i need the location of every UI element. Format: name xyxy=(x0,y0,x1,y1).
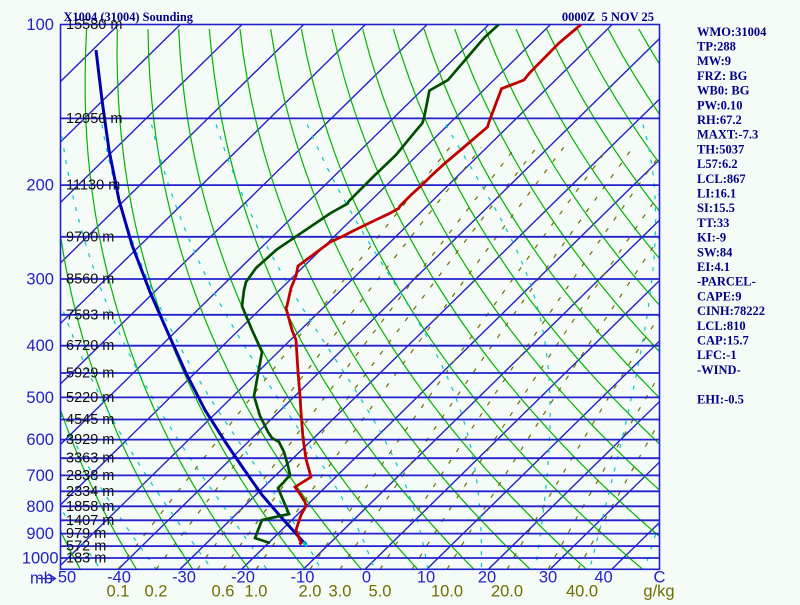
svg-text:2334 m: 2334 m xyxy=(66,484,114,500)
svg-text:20.0: 20.0 xyxy=(491,583,523,601)
svg-text:900: 900 xyxy=(26,525,54,543)
svg-text:3.0: 3.0 xyxy=(329,583,352,601)
svg-text:800: 800 xyxy=(26,498,54,516)
svg-text:SW:84: SW:84 xyxy=(697,245,733,259)
svg-text:1858 m: 1858 m xyxy=(66,499,114,515)
svg-text:CAP:15.7: CAP:15.7 xyxy=(697,334,749,348)
svg-text:CAPE:9: CAPE:9 xyxy=(697,289,741,303)
svg-text:200: 200 xyxy=(26,177,54,195)
svg-text:9700 m: 9700 m xyxy=(66,229,114,245)
svg-text:0.2: 0.2 xyxy=(145,583,168,601)
svg-text:400: 400 xyxy=(26,337,54,355)
svg-text:10: 10 xyxy=(417,569,435,587)
svg-text:KI:-9: KI:-9 xyxy=(697,231,726,245)
svg-text:7583 m: 7583 m xyxy=(66,307,114,323)
svg-text:-WIND-: -WIND- xyxy=(697,363,741,377)
svg-text:g/kg: g/kg xyxy=(643,583,674,601)
svg-text:1407 m: 1407 m xyxy=(66,513,114,529)
svg-text:4545 m: 4545 m xyxy=(66,412,114,428)
svg-text:700: 700 xyxy=(26,467,54,485)
svg-text:50: 50 xyxy=(58,569,76,587)
svg-text:10.0: 10.0 xyxy=(431,583,463,601)
svg-text:-10: -10 xyxy=(291,569,315,587)
svg-text:11130 m: 11130 m xyxy=(66,178,120,194)
svg-text:30: 30 xyxy=(539,569,557,587)
svg-text:300: 300 xyxy=(26,271,54,289)
svg-text:MAXT:-7.3: MAXT:-7.3 xyxy=(697,128,758,142)
svg-text:500: 500 xyxy=(26,389,54,407)
svg-text:WB0: BG: WB0: BG xyxy=(697,84,750,98)
svg-text:-PARCEL-: -PARCEL- xyxy=(697,275,756,289)
svg-text:MW:9: MW:9 xyxy=(697,54,731,68)
svg-text:-20: -20 xyxy=(231,569,255,587)
svg-text:6720 m: 6720 m xyxy=(66,338,114,354)
svg-text:1.0: 1.0 xyxy=(245,583,268,601)
svg-text:X1004 (31004) Sounding: X1004 (31004) Sounding xyxy=(64,10,194,24)
svg-text:3363 m: 3363 m xyxy=(66,451,114,467)
svg-text:600: 600 xyxy=(26,431,54,449)
svg-text:LFC:-1: LFC:-1 xyxy=(697,348,737,362)
svg-text:-40: -40 xyxy=(107,569,131,587)
svg-text:2.0: 2.0 xyxy=(299,583,322,601)
svg-text:LI:16.1: LI:16.1 xyxy=(697,187,736,201)
svg-text:3929 m: 3929 m xyxy=(66,432,114,448)
svg-text:20: 20 xyxy=(478,569,496,587)
svg-text:TT:33: TT:33 xyxy=(697,216,729,230)
svg-text:CINH:78222: CINH:78222 xyxy=(697,304,765,318)
svg-text:C: C xyxy=(654,569,666,587)
svg-text:FRZ: BG: FRZ: BG xyxy=(697,69,748,83)
svg-text:572 m: 572 m xyxy=(66,539,106,555)
svg-text:1000: 1000 xyxy=(22,550,59,568)
svg-text:979 m: 979 m xyxy=(66,526,106,542)
svg-text:TP:288: TP:288 xyxy=(697,40,736,54)
svg-text:0.6: 0.6 xyxy=(212,583,235,601)
svg-text:5220 m: 5220 m xyxy=(66,390,114,406)
svg-text:5929 m: 5929 m xyxy=(66,366,114,382)
svg-text:TH:5037: TH:5037 xyxy=(697,142,744,156)
svg-text:WMO:31004: WMO:31004 xyxy=(697,25,767,39)
svg-text:0000Z 5 NOV 25: 0000Z 5 NOV 25 xyxy=(562,10,654,24)
svg-text:LCL:810: LCL:810 xyxy=(697,319,746,333)
svg-text:LCL:867: LCL:867 xyxy=(697,172,746,186)
svg-text:EHI:-0.5: EHI:-0.5 xyxy=(697,392,744,406)
svg-text:0.1: 0.1 xyxy=(107,583,130,601)
svg-text:40: 40 xyxy=(594,569,612,587)
svg-text:5.0: 5.0 xyxy=(369,583,392,601)
svg-text:0: 0 xyxy=(362,569,371,587)
svg-text:RH:67.2: RH:67.2 xyxy=(697,113,742,127)
svg-text:100: 100 xyxy=(26,16,54,34)
svg-text:40.0: 40.0 xyxy=(566,583,598,601)
svg-text:12950 m: 12950 m xyxy=(66,111,122,127)
svg-text:L57:6.2: L57:6.2 xyxy=(697,157,738,171)
svg-text:183 m: 183 m xyxy=(66,551,106,567)
svg-text:EI:4.1: EI:4.1 xyxy=(697,260,730,274)
svg-text:15580 m: 15580 m xyxy=(66,17,122,33)
svg-text:-30: -30 xyxy=(172,569,196,587)
svg-text:8560 m: 8560 m xyxy=(66,272,114,288)
svg-text:PW:0.10: PW:0.10 xyxy=(697,98,742,112)
svg-text:2838 m: 2838 m xyxy=(66,468,114,484)
svg-text:SI:15.5: SI:15.5 xyxy=(697,201,735,215)
